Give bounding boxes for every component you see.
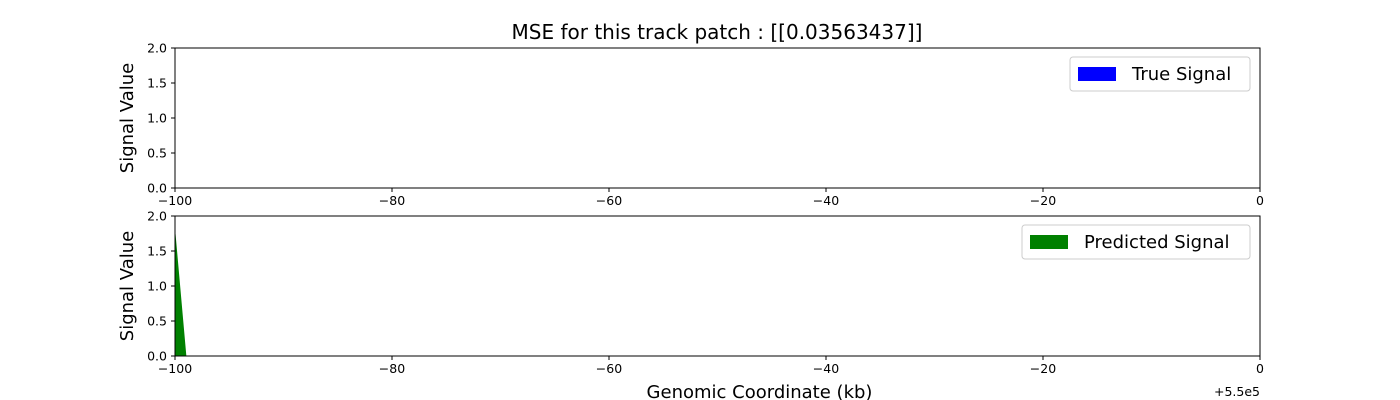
y-axis-label: Signal Value [117,231,138,341]
chart-title: MSE for this track patch : [[0.03563437]… [512,20,923,44]
y-tick-label: 1.5 [147,244,167,259]
x-tick-label: −80 [379,361,405,376]
legend-label: Predicted Signal [1084,232,1230,253]
y-axis-label: Signal Value [117,63,138,173]
y-tick-label: 1.0 [147,111,167,126]
x-tick-label: −100 [158,361,192,376]
y-tick-label: 0.5 [147,146,167,161]
x-tick-label: −100 [158,193,192,208]
y-tick-label: 0.0 [147,349,167,364]
legend-box [1021,224,1251,260]
y-tick-label: 2.0 [147,209,167,224]
subplot-predicted-signal: −100 −80 −60 −40 −20 0 0.0 0.5 1.0 1.5 2.0 Signal V… [117,209,1264,400]
subplot-true-signal: −100 −80 −60 −40 −20 0 0.0 0.5 1.0 1.5 2.0 Signal V… [117,41,1264,209]
y-tick-label: 0.0 [147,181,167,196]
x-tick-label: −60 [596,361,622,376]
x-tick-label: −80 [379,193,405,208]
x-tick-label: 0 [1256,361,1264,376]
y-tick-label: 2.0 [147,41,167,56]
x-tick-label: −20 [1030,361,1056,376]
x-axis-label: Genomic Coordinate (kb) [647,382,873,400]
x-tick-label: −40 [813,361,839,376]
y-tick-label: 0.5 [147,314,167,329]
x-tick-label: −40 [813,193,839,208]
legend-label: True Signal [1131,64,1231,85]
legend-box [1069,56,1251,92]
legend-swatch [1078,67,1116,81]
y-tick-label: 1.5 [147,76,167,91]
x-tick-label: −20 [1030,193,1056,208]
x-tick-label: −60 [596,193,622,208]
x-tick-label: 0 [1256,193,1264,208]
y-tick-label: 1.0 [147,279,167,294]
legend-swatch [1030,235,1068,249]
x-axis-offset-label: +5.5e5 [1214,384,1260,399]
